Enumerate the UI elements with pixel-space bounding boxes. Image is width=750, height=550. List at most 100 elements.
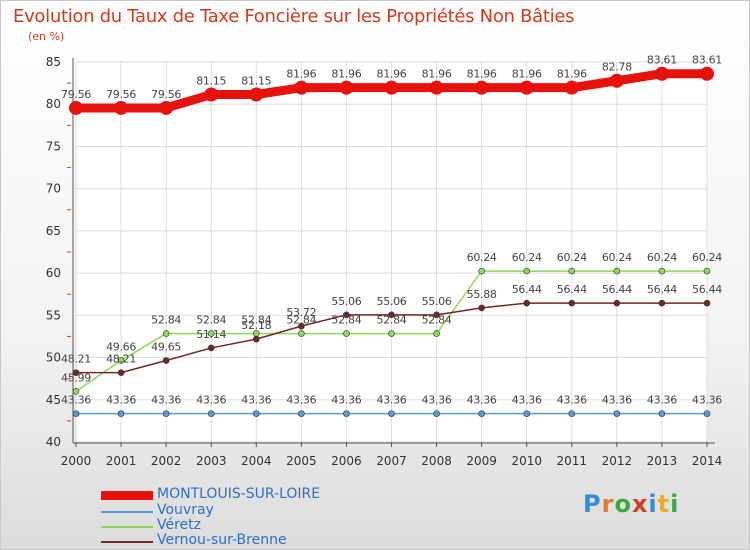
- data-point: [568, 267, 576, 275]
- data-point: [117, 357, 125, 364]
- y-tick-label: 65: [46, 224, 61, 238]
- data-point: [568, 410, 576, 417]
- y-tick-label: 70: [46, 182, 61, 196]
- data-point: [159, 100, 174, 115]
- x-tick-label: 2001: [106, 454, 137, 468]
- data-label: 55.06: [331, 295, 361, 308]
- data-label: 81.96: [557, 68, 587, 81]
- data-label: 43.36: [331, 394, 361, 407]
- data-point: [162, 410, 170, 417]
- logo-letter: t: [657, 490, 671, 518]
- data-label: 81.96: [377, 68, 407, 81]
- data-point: [613, 299, 621, 307]
- data-label: 45.99: [61, 371, 91, 384]
- data-label: 55.06: [422, 295, 452, 308]
- data-point: [474, 80, 489, 95]
- data-point: [207, 344, 215, 352]
- logo-letter: o: [614, 490, 632, 518]
- data-point: [478, 410, 485, 417]
- data-label: 56.44: [512, 283, 542, 296]
- legend-swatch: [101, 541, 153, 543]
- data-label: 43.36: [241, 394, 271, 407]
- data-point: [654, 66, 669, 81]
- data-label: 56.44: [647, 283, 677, 296]
- x-tick-label: 2003: [196, 454, 227, 468]
- y-tick-label: 50: [46, 351, 61, 365]
- data-point: [429, 80, 444, 95]
- logo-letter: i: [670, 490, 680, 518]
- data-label: 51.14: [196, 328, 226, 341]
- logo-letter: P: [583, 490, 602, 518]
- data-point: [162, 330, 170, 337]
- x-tick-label: 2002: [151, 454, 182, 468]
- y-tick-label: 80: [46, 97, 61, 111]
- data-point: [207, 410, 215, 417]
- chart-title: Evolution du Taux de Taxe Foncière sur l…: [13, 6, 575, 27]
- data-point: [298, 330, 305, 337]
- data-label: 60.24: [467, 251, 497, 264]
- data-label: 60.24: [692, 251, 722, 264]
- data-point: [114, 100, 129, 115]
- data-label: 43.36: [377, 394, 407, 407]
- data-label: 52.84: [151, 314, 181, 327]
- data-point: [72, 388, 80, 395]
- data-label: 60.24: [557, 251, 587, 264]
- data-point: [388, 330, 395, 337]
- legend-label: Vouvray: [157, 502, 214, 518]
- data-point: [72, 410, 80, 417]
- logo-letter: x: [631, 490, 649, 518]
- data-label: 43.36: [557, 394, 587, 407]
- logo-letter: r: [601, 490, 615, 518]
- data-point: [658, 299, 666, 307]
- data-point: [613, 267, 621, 275]
- data-label: 60.24: [512, 251, 542, 264]
- data-point: [568, 299, 576, 307]
- data-label: 43.36: [467, 394, 497, 407]
- data-label: 43.36: [602, 394, 632, 407]
- x-tick-label: 2005: [286, 454, 317, 468]
- legend-label: MONTLOUIS-SUR-LOIRE: [157, 486, 321, 502]
- data-label: 81.96: [286, 68, 316, 81]
- data-point: [384, 80, 399, 95]
- data-label: 48.21: [61, 353, 91, 366]
- data-point: [388, 311, 395, 319]
- data-point: [343, 410, 350, 417]
- data-label: 52.84: [196, 314, 226, 327]
- x-tick-label: 2006: [331, 454, 362, 468]
- x-tick-label: 2014: [692, 454, 723, 468]
- legend-label: Véretz: [157, 517, 202, 533]
- proxiti-logo: Proxiti: [583, 490, 679, 518]
- data-label: 55.88: [467, 288, 497, 301]
- data-point: [700, 66, 714, 81]
- data-label: 43.36: [286, 394, 316, 407]
- data-point: [658, 267, 666, 275]
- data-point: [252, 410, 260, 417]
- data-label: 43.36: [151, 394, 181, 407]
- data-label: 79.56: [61, 88, 91, 101]
- x-tick-label: 2008: [421, 454, 452, 468]
- data-label: 43.36: [196, 394, 226, 407]
- data-label: 82.78: [602, 61, 632, 74]
- data-point: [703, 299, 711, 307]
- data-point: [298, 410, 305, 417]
- legend-swatch: [101, 526, 153, 528]
- logo-letter: i: [648, 490, 658, 518]
- data-label: 81.96: [512, 68, 542, 81]
- x-tick-label: 2010: [511, 454, 542, 468]
- data-point: [658, 410, 666, 417]
- data-point: [117, 369, 125, 376]
- data-label: 43.36: [106, 394, 136, 407]
- legend-swatch: [101, 511, 153, 513]
- data-label: 81.96: [422, 68, 452, 81]
- data-point: [339, 80, 354, 95]
- data-label: 83.61: [647, 54, 677, 67]
- data-label: 81.15: [196, 75, 226, 88]
- data-point: [204, 87, 219, 102]
- data-point: [72, 369, 80, 376]
- data-label: 81.96: [331, 68, 361, 81]
- data-point: [388, 410, 395, 417]
- data-point: [252, 335, 260, 343]
- data-label: 52.84: [331, 314, 361, 327]
- x-tick-label: 2009: [466, 454, 497, 468]
